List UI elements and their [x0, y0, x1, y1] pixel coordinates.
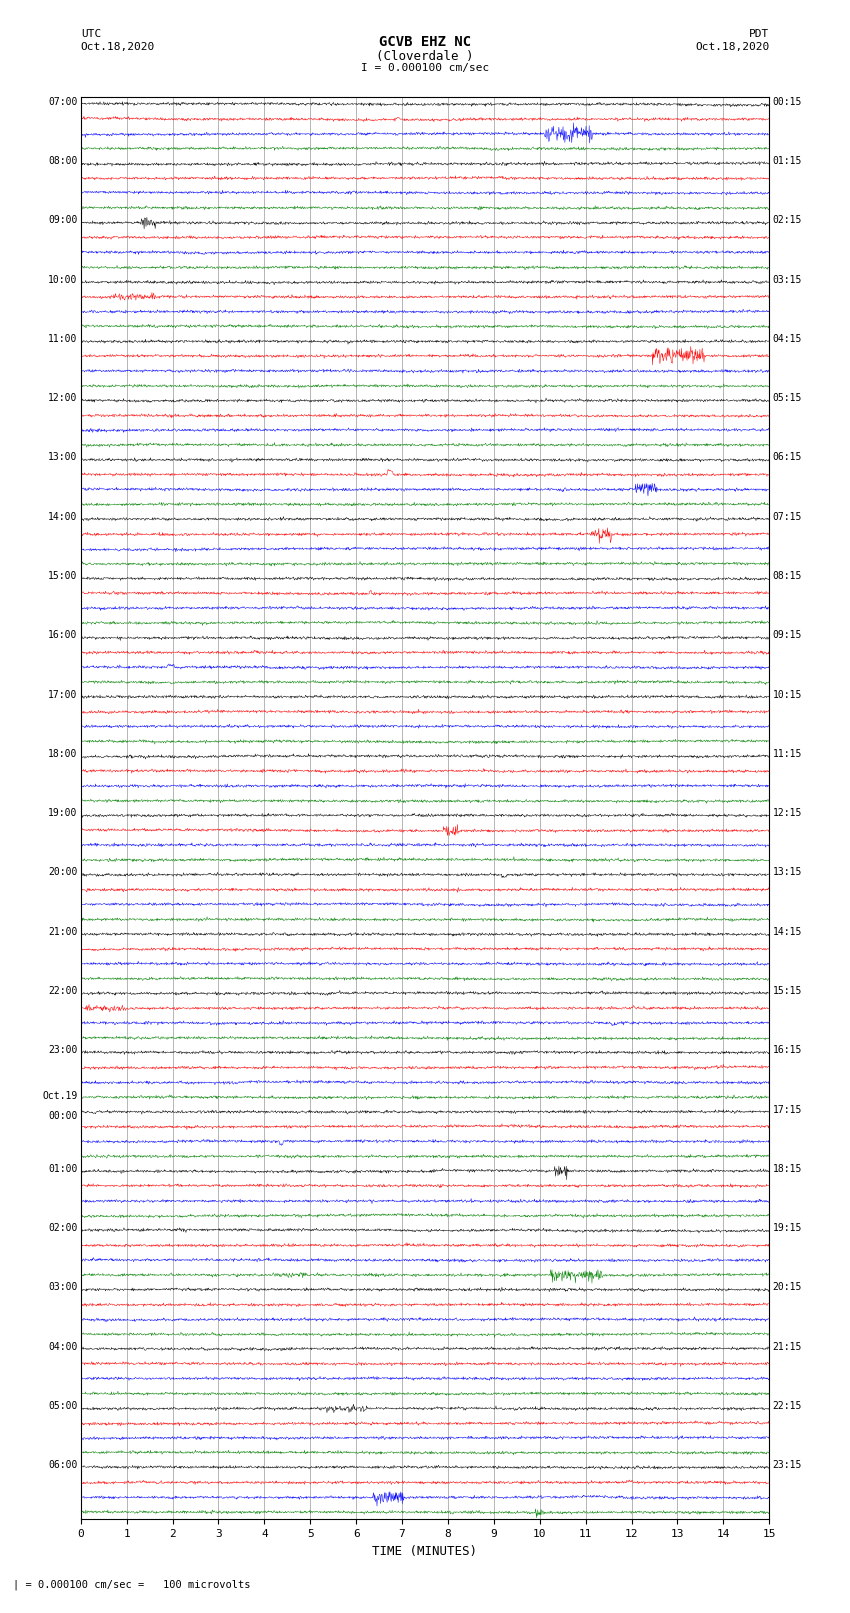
Text: 07:00: 07:00: [48, 97, 77, 106]
Text: 08:15: 08:15: [773, 571, 802, 581]
Text: 02:15: 02:15: [773, 216, 802, 226]
Text: 20:00: 20:00: [48, 868, 77, 877]
Text: PDT: PDT: [749, 29, 769, 39]
Text: 09:00: 09:00: [48, 216, 77, 226]
Text: 22:15: 22:15: [773, 1400, 802, 1411]
Text: 14:00: 14:00: [48, 511, 77, 521]
Text: 21:15: 21:15: [773, 1342, 802, 1352]
Text: 05:15: 05:15: [773, 394, 802, 403]
Text: 09:15: 09:15: [773, 631, 802, 640]
Text: 01:00: 01:00: [48, 1165, 77, 1174]
Text: 23:00: 23:00: [48, 1045, 77, 1055]
Text: 07:15: 07:15: [773, 511, 802, 521]
Text: 19:00: 19:00: [48, 808, 77, 818]
Text: 06:15: 06:15: [773, 453, 802, 463]
Text: 04:15: 04:15: [773, 334, 802, 344]
Text: 12:00: 12:00: [48, 394, 77, 403]
Text: (Cloverdale ): (Cloverdale ): [377, 50, 473, 63]
Text: 03:00: 03:00: [48, 1282, 77, 1292]
Text: 19:15: 19:15: [773, 1223, 802, 1232]
Text: 00:00: 00:00: [48, 1111, 77, 1121]
Text: 08:00: 08:00: [48, 156, 77, 166]
Text: Oct.18,2020: Oct.18,2020: [81, 42, 155, 52]
Text: 02:00: 02:00: [48, 1223, 77, 1232]
Text: | = 0.000100 cm/sec =   100 microvolts: | = 0.000100 cm/sec = 100 microvolts: [13, 1579, 250, 1590]
Text: 17:15: 17:15: [773, 1105, 802, 1115]
Text: 13:00: 13:00: [48, 453, 77, 463]
Text: GCVB EHZ NC: GCVB EHZ NC: [379, 35, 471, 50]
Text: Oct.18,2020: Oct.18,2020: [695, 42, 769, 52]
Text: 15:00: 15:00: [48, 571, 77, 581]
Text: 10:15: 10:15: [773, 690, 802, 700]
Text: 12:15: 12:15: [773, 808, 802, 818]
Text: 10:00: 10:00: [48, 274, 77, 284]
Text: Oct.19: Oct.19: [42, 1092, 77, 1102]
Text: 18:00: 18:00: [48, 748, 77, 758]
Text: 15:15: 15:15: [773, 986, 802, 995]
Text: 23:15: 23:15: [773, 1460, 802, 1469]
Text: I = 0.000100 cm/sec: I = 0.000100 cm/sec: [361, 63, 489, 73]
Text: 06:00: 06:00: [48, 1460, 77, 1469]
Text: 14:15: 14:15: [773, 926, 802, 937]
Text: 04:00: 04:00: [48, 1342, 77, 1352]
Text: 16:15: 16:15: [773, 1045, 802, 1055]
Text: 22:00: 22:00: [48, 986, 77, 995]
Text: 18:15: 18:15: [773, 1165, 802, 1174]
Text: 05:00: 05:00: [48, 1400, 77, 1411]
Text: 17:00: 17:00: [48, 690, 77, 700]
Text: 00:15: 00:15: [773, 97, 802, 106]
Text: 11:15: 11:15: [773, 748, 802, 758]
Text: 01:15: 01:15: [773, 156, 802, 166]
Text: UTC: UTC: [81, 29, 101, 39]
X-axis label: TIME (MINUTES): TIME (MINUTES): [372, 1545, 478, 1558]
Text: 20:15: 20:15: [773, 1282, 802, 1292]
Text: 13:15: 13:15: [773, 868, 802, 877]
Text: 21:00: 21:00: [48, 926, 77, 937]
Text: 03:15: 03:15: [773, 274, 802, 284]
Text: 11:00: 11:00: [48, 334, 77, 344]
Text: 16:00: 16:00: [48, 631, 77, 640]
